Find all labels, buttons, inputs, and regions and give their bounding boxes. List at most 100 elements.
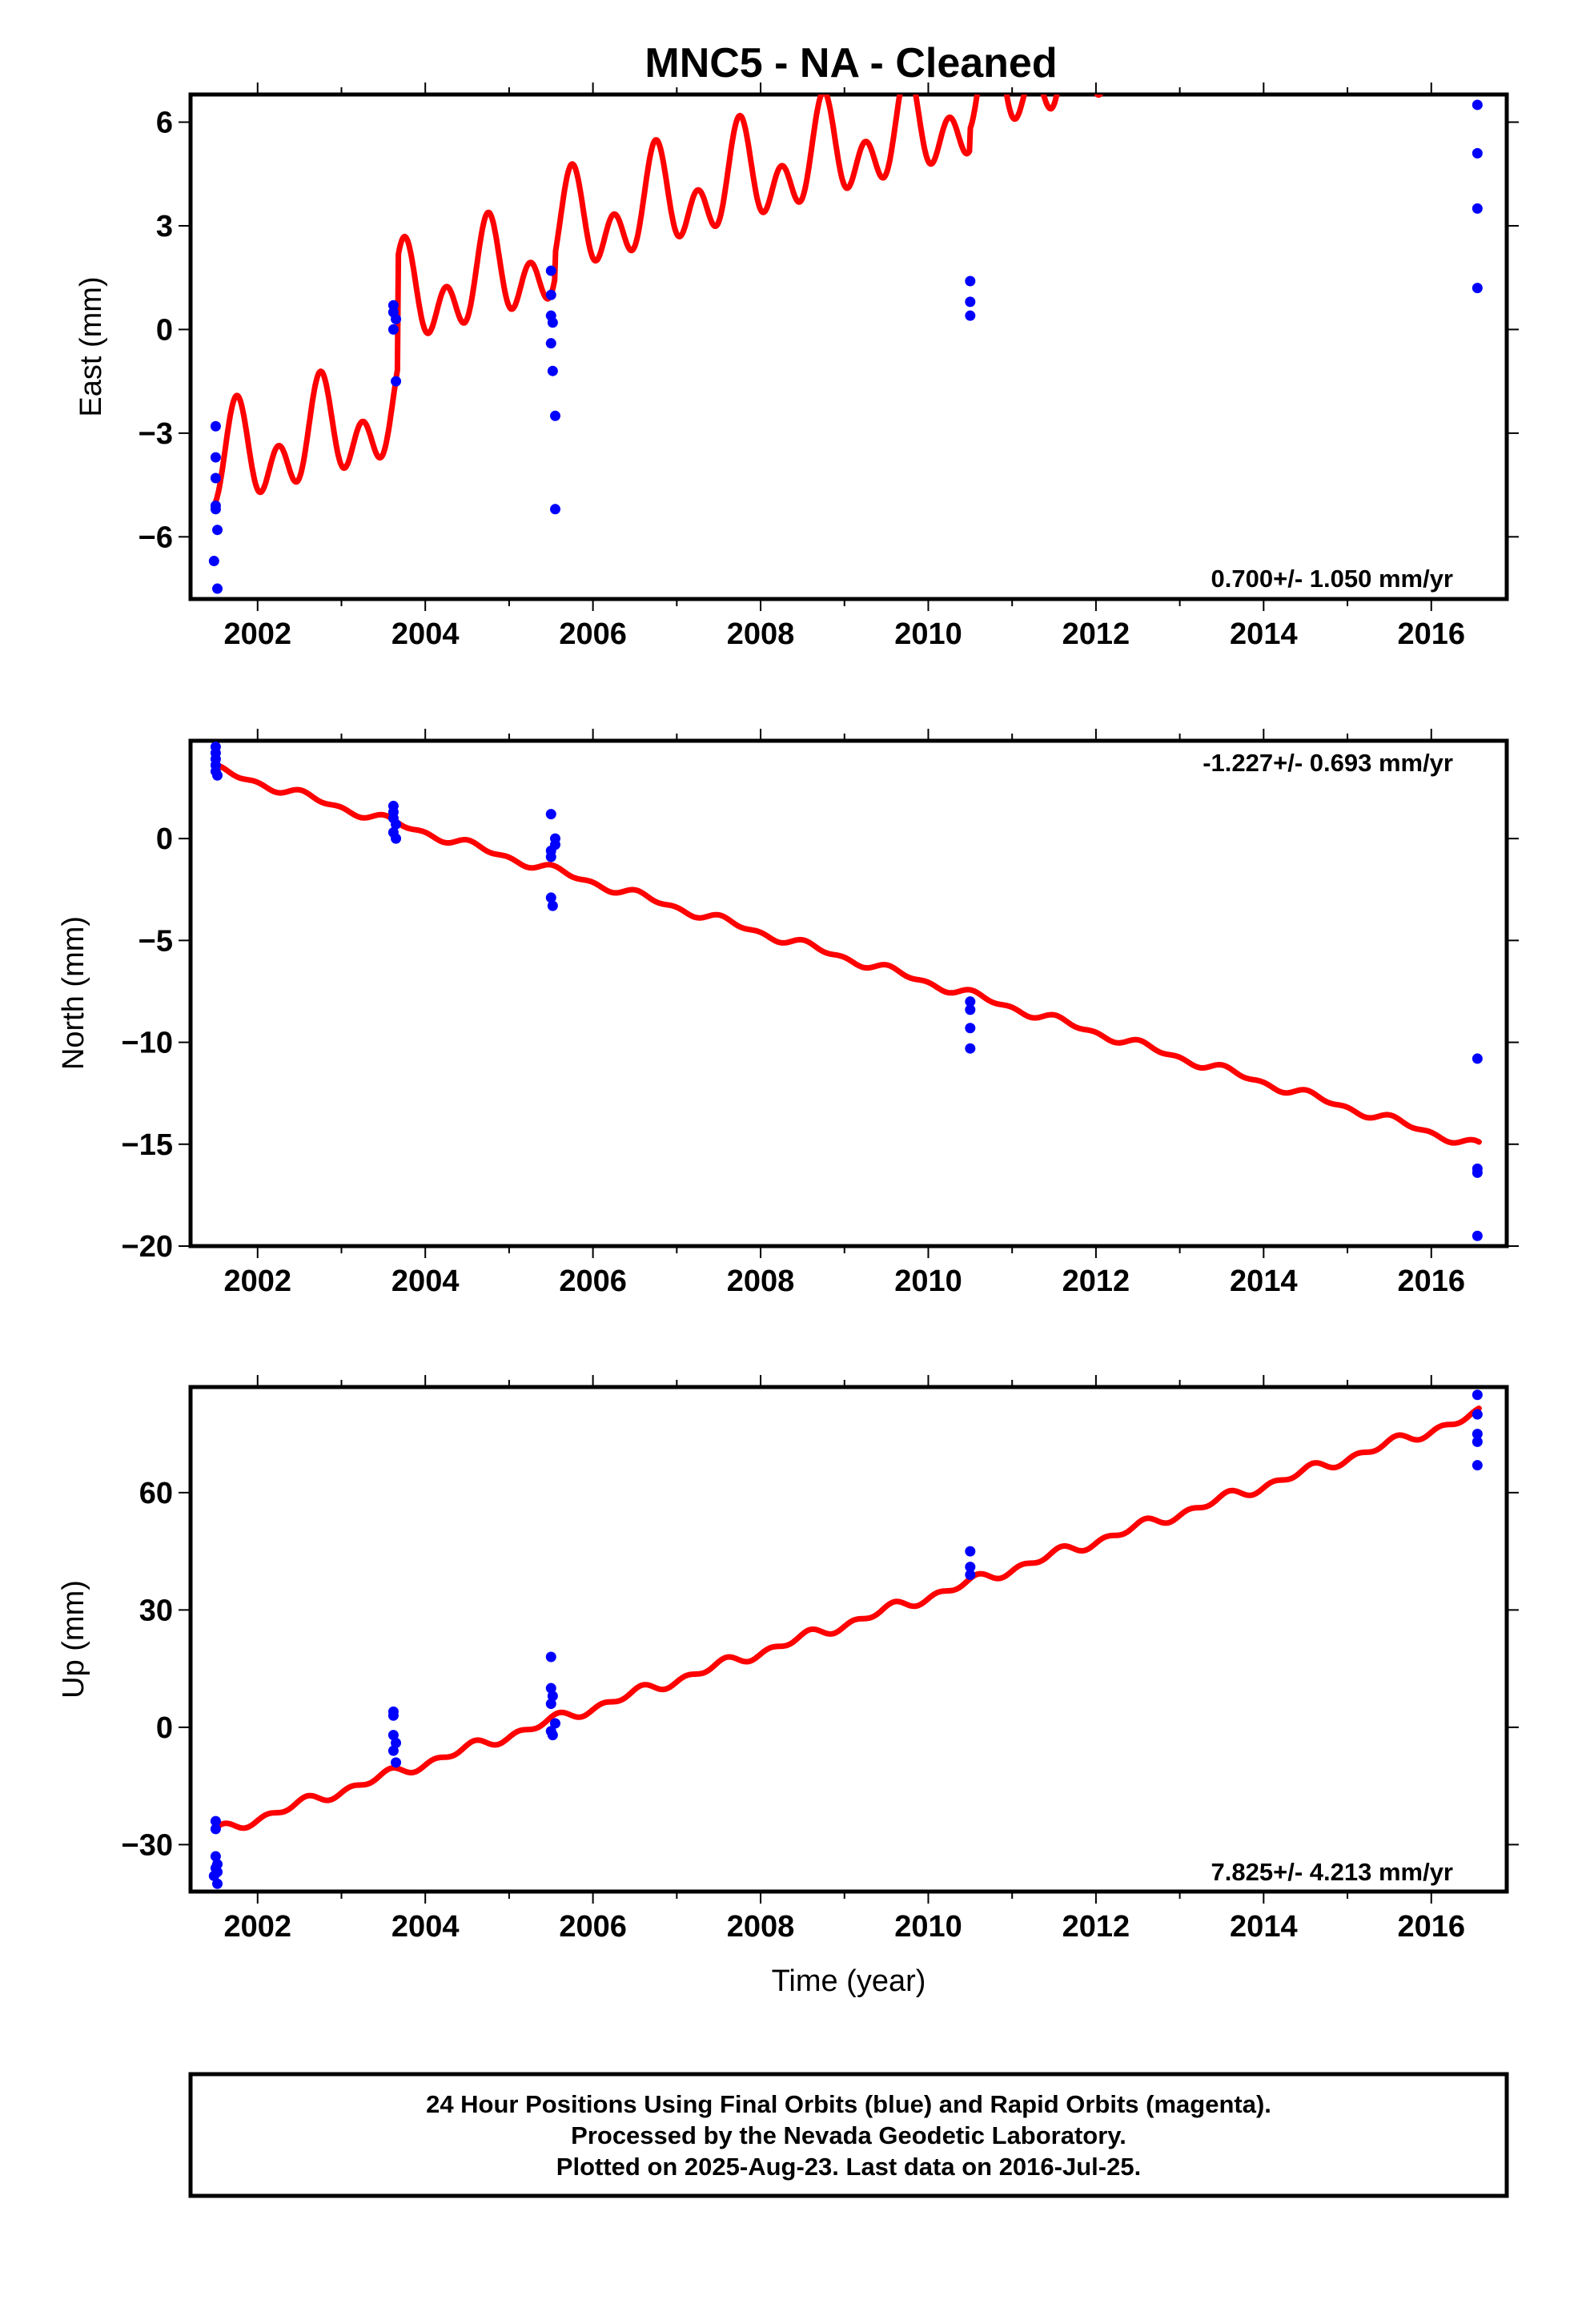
east-data-point [212,583,223,594]
east-data-point [210,420,221,432]
north-model-curve [211,762,1482,1146]
up-ticks: 2002 2004 2006 2008 2010 2012 2014 2016 −30 0 30 60 [122,1375,1519,1944]
up-data-point [1472,1429,1483,1440]
up-data-point [547,1730,558,1741]
east-x-tick-label: 2006 [559,617,627,651]
up-x-tick-label: 2012 [1062,1910,1130,1944]
north-x-tick-label: 2016 [1397,1265,1465,1298]
north-x-tick-label: 2014 [1230,1265,1298,1298]
north-data-point [545,892,556,903]
north-data-point [1472,1167,1483,1178]
north-data-point [545,809,556,820]
north-axis-label: North (mm) [57,916,90,1070]
east-data-point [391,376,402,387]
north-data-point [391,818,402,830]
footer-frame [188,2072,1509,2198]
north-y-tick-label: 0 [156,822,173,856]
east-y-tick-label: −3 [139,417,173,451]
up-y-tick-label: −30 [122,1828,173,1862]
east-data-point [210,452,221,463]
east-data-points [208,99,1483,594]
x-axis-label: Time (year) [772,1964,926,1998]
up-data-point [965,1562,976,1573]
footer-line-1: 24 Hour Positions Using Final Orbits (bl… [426,2090,1271,2118]
east-data-point [965,275,976,287]
east-axis-label: East (mm) [74,276,108,416]
up-data-point [1472,1389,1483,1401]
north-data-point [1472,1230,1483,1241]
north-data-point [1472,1053,1483,1064]
footer-line-2: Processed by the Nevada Geodetic Laborat… [571,2121,1126,2149]
north-x-tick-label: 2004 [391,1265,460,1298]
up-data-point [1472,1409,1483,1420]
east-x-tick-label: 2010 [894,617,962,651]
north-data-point [547,900,558,911]
up-x-tick-label: 2010 [894,1910,962,1944]
up-data-point [965,1569,976,1580]
up-data-point [545,1683,556,1694]
east-y-tick-label: 6 [156,107,173,140]
up-x-tick-label: 2002 [223,1910,291,1944]
up-data-point [210,1851,221,1862]
north-x-tick-label: 2008 [727,1265,795,1298]
east-y-tick-label: 0 [156,313,173,347]
up-y-tick-label: 60 [139,1477,173,1510]
east-data-point [391,313,402,324]
east-data-point [210,504,221,515]
north-data-point [965,1043,976,1054]
east-data-point [545,338,556,349]
up-x-tick-label: 2006 [559,1910,627,1944]
up-data-point [387,1710,399,1721]
east-data-point [387,324,399,335]
east-data-point [210,472,221,484]
east-x-tick-label: 2016 [1397,617,1465,651]
east-x-tick-label: 2002 [223,617,291,651]
up-data-point [545,1651,556,1663]
east-rate-label: 0.700+/- 1.050 mm/yr [1211,565,1453,593]
north-x-tick-label: 2006 [559,1265,627,1298]
up-data-point [387,1730,399,1741]
up-x-tick-label: 2016 [1397,1910,1465,1944]
up-data-point [212,1878,223,1889]
north-data-point [391,833,402,844]
east-data-point [545,265,556,276]
north-y-tick-label: −15 [122,1128,173,1162]
east-x-tick-label: 2014 [1230,617,1298,651]
up-rate-label: 7.825+/- 4.213 mm/yr [1211,1858,1453,1886]
up-data-point [208,1870,219,1881]
up-data-point [1472,1436,1483,1447]
east-data-point [208,556,219,567]
up-data-point [210,1815,221,1827]
north-data-point [965,1004,976,1015]
up-y-tick-label: 30 [139,1594,173,1627]
east-ticks: 2002 2004 2006 2008 2010 2012 2014 2016 −6 −3 0 3 6 [139,82,1519,651]
north-y-tick-label: −5 [139,924,173,958]
east-model-line [211,94,1104,509]
north-data-point [965,1023,976,1034]
east-y-tick-label: 3 [156,210,173,243]
east-data-point [550,504,561,515]
up-data-point [391,1737,402,1748]
north-x-tick-label: 2010 [894,1265,962,1298]
north-data-point [212,770,223,781]
east-data-point [965,310,976,321]
east-data-point [550,410,561,421]
east-data-point [1472,147,1483,159]
up-data-point [1472,1460,1483,1471]
up-data-point [387,1745,399,1756]
east-data-point [212,525,223,536]
up-data-points [208,1389,1483,1889]
footer-box: 24 Hour Positions Using Final Orbits (bl… [188,2072,1509,2198]
east-data-point [1472,283,1483,294]
up-panel: 2002 2004 2006 2008 2010 2012 2014 2016 −30 0 30 60… [57,1375,1519,1944]
north-data-point [965,996,976,1007]
up-model-line [211,1405,1482,1833]
east-model-curve [211,94,1104,509]
east-data-point [1472,99,1483,111]
east-data-point [545,289,556,300]
up-axis-label: Up (mm) [57,1580,90,1699]
up-model-curve [211,1405,1482,1833]
up-y-tick-label: 0 [156,1711,173,1745]
north-ticks: 2002 2004 2006 2008 2010 2012 2014 2016 −20 −15 −1… [122,729,1519,1298]
